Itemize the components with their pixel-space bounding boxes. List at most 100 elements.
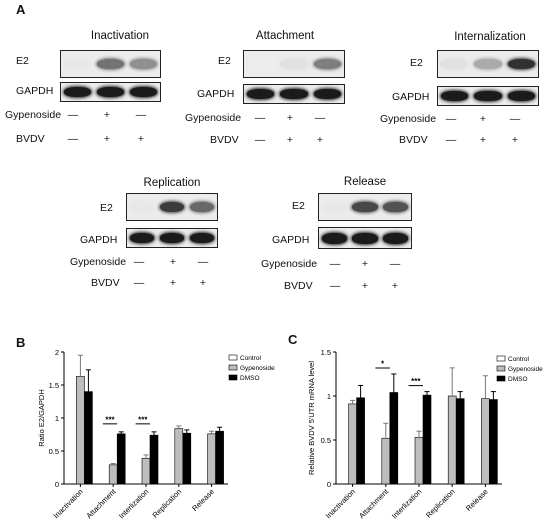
- gypenoside-sign: —: [135, 109, 147, 121]
- y-axis-label: Ratio E2/GAPDH: [37, 389, 46, 447]
- panel-c-label: C: [288, 332, 298, 347]
- e2-band: [474, 58, 502, 70]
- bvdv-sign: +: [286, 134, 294, 146]
- bar-dmso: [422, 394, 432, 485]
- y-tick-label: 0: [327, 480, 331, 489]
- gypenoside-sign: —: [329, 258, 341, 270]
- e2-band: [441, 58, 469, 70]
- bvdv-label: BVDV: [399, 134, 428, 146]
- blot-title: Internalization: [454, 31, 526, 43]
- gapdh-blot: [126, 228, 218, 248]
- gypenoside-label: Gypenoside: [70, 256, 127, 268]
- gapdh-label: GAPDH: [272, 234, 310, 246]
- gypenoside-sign: —: [133, 256, 145, 268]
- bvdv-sign: +: [169, 277, 177, 289]
- legend-swatch-dmso: [228, 374, 238, 381]
- gapdh-label: GAPDH: [16, 85, 54, 97]
- gypenoside-sign: +: [286, 112, 294, 124]
- gapdh-label: GAPDH: [80, 234, 118, 246]
- e2-label: E2: [410, 57, 423, 69]
- legend-swatch-control: [228, 354, 238, 361]
- panel-a-label: A: [16, 2, 26, 17]
- legend-label-control: Control: [240, 355, 262, 362]
- gypenoside-label: Gypenoside: [5, 109, 62, 121]
- bvdv-sign: +: [103, 133, 111, 145]
- e2-band: [189, 201, 215, 213]
- y-axis-label: Relative BVDV 5'UTR mRNA level: [307, 361, 316, 475]
- bar-gypenoside: [414, 437, 424, 485]
- blot-title: Attachment: [255, 30, 315, 42]
- gypenoside-sign: —: [445, 113, 457, 125]
- x-tick-label: Replication: [424, 487, 457, 520]
- e2-label: E2: [100, 202, 113, 214]
- blot-title: Replication: [143, 177, 201, 189]
- gapdh-band: [280, 89, 308, 99]
- bvdv-sign: +: [316, 134, 324, 146]
- bvdv-label: BVDV: [284, 280, 313, 292]
- significance-label: *: [381, 360, 385, 369]
- gapdh-band: [247, 89, 275, 99]
- gapdh-band: [129, 87, 158, 97]
- gypenoside-label: Gypenoside: [185, 112, 242, 124]
- gapdh-blot: [243, 84, 345, 104]
- e2-band: [129, 201, 155, 213]
- e2-label: E2: [218, 55, 231, 67]
- significance-label: ***: [105, 415, 115, 424]
- blot-title: Inactivation: [90, 30, 150, 42]
- bvdv-sign: —: [254, 134, 266, 146]
- bar-dmso: [356, 397, 365, 485]
- gypenoside-sign: —: [254, 112, 266, 124]
- x-tick-label: Release: [464, 487, 490, 513]
- bvdv-sign: +: [391, 280, 399, 292]
- bar-gypenoside: [381, 437, 391, 485]
- legend-label-control: Control: [508, 356, 530, 363]
- bar-gypenoside: [348, 403, 357, 485]
- e2-band: [280, 58, 308, 70]
- x-tick-label: Attachment: [357, 486, 391, 520]
- bvdv-label: BVDV: [16, 133, 45, 145]
- significance-label: ***: [138, 415, 148, 424]
- e2-band: [96, 58, 125, 70]
- gapdh-band: [313, 89, 341, 99]
- bvdv-label: BVDV: [210, 134, 239, 146]
- e2-band: [321, 201, 347, 213]
- gypenoside-sign: +: [361, 258, 369, 270]
- e2-band: [313, 58, 341, 70]
- e2-blot: [60, 50, 161, 78]
- bar-gypenoside: [481, 398, 490, 485]
- bvdv-sign: +: [137, 133, 145, 145]
- bvdv-sign: —: [445, 134, 457, 146]
- bvdv-sign: +: [199, 277, 207, 289]
- bvdv-sign: +: [479, 134, 487, 146]
- bvdv-sign: —: [133, 277, 145, 289]
- y-tick-label: 1: [55, 414, 59, 423]
- e2-blot: [126, 193, 218, 221]
- gypenoside-sign: +: [169, 256, 177, 268]
- e2-band: [129, 58, 158, 70]
- gapdh-label: GAPDH: [392, 91, 430, 103]
- legend-label-gypenoside: Gypenoside: [240, 365, 275, 372]
- panel-b-label: B: [16, 335, 26, 350]
- legend-swatch-gypenoside: [228, 364, 238, 371]
- e2-band: [352, 201, 378, 213]
- bvdv-sign: —: [67, 133, 79, 145]
- gapdh-band: [441, 91, 469, 101]
- gapdh-band: [383, 232, 409, 244]
- legend-swatch-gypenoside: [496, 365, 506, 372]
- e2-band: [159, 201, 185, 213]
- gapdh-blot: [60, 82, 161, 102]
- y-tick-label: 0: [55, 480, 59, 489]
- x-tick-label: Inactivation: [324, 487, 357, 520]
- gapdh-band: [321, 232, 347, 244]
- gapdh-band: [159, 233, 185, 243]
- gypenoside-sign: +: [479, 113, 487, 125]
- gypenoside-sign: —: [389, 258, 401, 270]
- e2-blot: [243, 50, 345, 78]
- legend-label-dmso: DMSO: [240, 375, 260, 382]
- gypenoside-label: Gypenoside: [261, 258, 318, 270]
- bvdv-sign: +: [511, 134, 519, 146]
- x-tick-label: Interlization: [390, 487, 423, 520]
- gypenoside-sign: —: [314, 112, 326, 124]
